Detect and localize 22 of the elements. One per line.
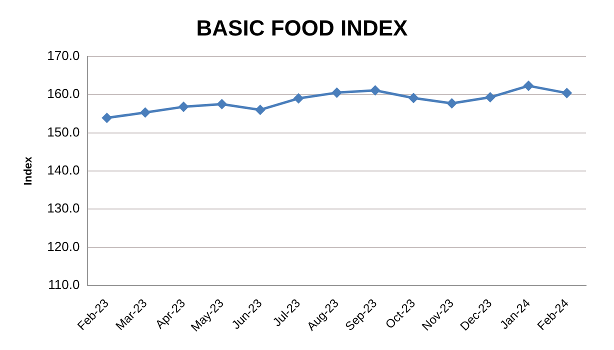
point xyxy=(255,105,265,115)
point xyxy=(217,99,227,109)
y-tick-label: 160.0 xyxy=(47,86,80,102)
point xyxy=(294,94,304,104)
y-axis-title: Index xyxy=(22,156,35,186)
point xyxy=(102,113,112,123)
point xyxy=(408,93,418,103)
point xyxy=(524,81,534,91)
y-tick-label: 150.0 xyxy=(47,124,80,140)
point xyxy=(140,108,150,118)
point xyxy=(485,92,495,102)
y-tick-label: 170.0 xyxy=(47,48,80,63)
chart-title: BASIC FOOD INDEX xyxy=(196,15,408,40)
y-tick-label: 140.0 xyxy=(47,162,80,178)
y-tick-label: 130.0 xyxy=(47,200,80,216)
point xyxy=(447,98,457,108)
y-tick-label: 120.0 xyxy=(47,238,80,254)
point xyxy=(562,88,572,98)
point xyxy=(370,86,380,96)
y-tick-label: 110.0 xyxy=(48,277,80,292)
point xyxy=(332,88,342,98)
point xyxy=(178,102,188,112)
